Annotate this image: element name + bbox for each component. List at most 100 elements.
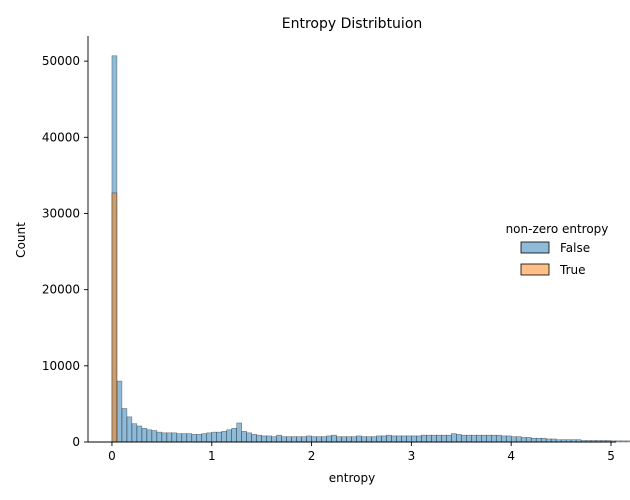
histogram-bar-false bbox=[615, 440, 622, 443]
histogram-bar-false bbox=[466, 434, 472, 443]
histogram-bar-true bbox=[111, 192, 118, 443]
histogram-bar-false bbox=[171, 432, 178, 443]
histogram-bar-false bbox=[495, 434, 502, 443]
histogram-bar-false bbox=[306, 435, 312, 443]
histogram-bar-false bbox=[231, 428, 237, 443]
histogram-bar-false bbox=[490, 434, 497, 443]
histogram-bar-false bbox=[296, 436, 302, 443]
histogram-bar-false bbox=[321, 436, 327, 443]
y-axis-label: Count bbox=[14, 222, 28, 258]
histogram-bar-false bbox=[486, 434, 492, 443]
histogram-bar-false bbox=[386, 434, 392, 443]
x-tick-label: 1 bbox=[208, 449, 216, 463]
histogram-bar-false bbox=[411, 435, 417, 443]
x-axis-label: entropy bbox=[329, 471, 375, 485]
histogram-bar-false bbox=[361, 436, 367, 443]
histogram-bar-false bbox=[211, 431, 218, 443]
histogram-bar-false bbox=[481, 434, 487, 443]
histogram-bar-false bbox=[191, 434, 198, 443]
legend-title: non-zero entropy bbox=[506, 222, 609, 236]
x-tick-label: 0 bbox=[108, 449, 116, 463]
histogram-bar-false bbox=[281, 436, 287, 443]
histogram-bar-false bbox=[456, 434, 462, 443]
histogram-bar-false bbox=[236, 422, 242, 443]
histogram-bar-false bbox=[311, 436, 317, 443]
histogram-bar-false bbox=[246, 432, 252, 443]
x-tick-label: 3 bbox=[408, 449, 416, 463]
histogram-bar-false bbox=[351, 436, 357, 443]
x-tick-label: 2 bbox=[308, 449, 316, 463]
histogram-bar-false bbox=[431, 434, 437, 443]
histogram-bar-false bbox=[116, 380, 123, 443]
histogram-bar-false bbox=[151, 430, 158, 443]
histogram-bar-false bbox=[376, 435, 382, 443]
histogram-bar-false bbox=[161, 432, 168, 443]
histogram-bar-false bbox=[326, 435, 332, 443]
histogram-bar-false bbox=[505, 435, 512, 443]
x-tick-label: 5 bbox=[607, 449, 615, 463]
histogram-bar-false bbox=[286, 436, 292, 443]
legend-label-true: True bbox=[559, 263, 586, 277]
chart-title: Entropy Distribtuion bbox=[282, 16, 423, 32]
bars-false bbox=[111, 55, 630, 443]
histogram-bar-false bbox=[316, 436, 322, 443]
histogram-bar-false bbox=[406, 435, 412, 443]
legend-swatch-true bbox=[520, 263, 550, 276]
legend-swatch-false bbox=[520, 241, 550, 254]
histogram-bar-false bbox=[381, 435, 387, 443]
histogram-bar-false bbox=[166, 432, 173, 443]
histogram-bar-false bbox=[416, 435, 422, 443]
histogram-bar-false bbox=[396, 435, 402, 443]
legend: non-zero entropy False True bbox=[506, 222, 609, 277]
histogram-bar-false bbox=[341, 436, 347, 443]
x-tick-label: 4 bbox=[507, 449, 515, 463]
histogram-bar-false bbox=[301, 436, 307, 443]
histogram-bar-false bbox=[510, 436, 517, 443]
histogram-bar-false bbox=[216, 431, 222, 443]
histogram-bar-false bbox=[421, 434, 427, 443]
x-ticks: 0 1 2 3 4 5 bbox=[108, 442, 615, 463]
histogram-bar-false bbox=[535, 437, 542, 443]
histogram-bar-false bbox=[356, 435, 362, 443]
histogram-bar-false bbox=[136, 425, 143, 443]
histogram-bar-false bbox=[500, 435, 507, 443]
y-tick-label: 10000 bbox=[42, 359, 80, 373]
y-tick-label: 20000 bbox=[42, 283, 80, 297]
histogram-bar-false bbox=[126, 416, 133, 443]
histogram-bar-false bbox=[550, 438, 557, 443]
y-ticks: 0 10000 20000 30000 40000 50000 bbox=[42, 54, 88, 449]
histogram-bar-false bbox=[291, 436, 297, 443]
histogram-bar-false bbox=[441, 434, 447, 443]
histogram-bar-false bbox=[545, 438, 552, 443]
histogram-bar-false bbox=[271, 436, 277, 443]
histogram-bar-false bbox=[426, 434, 432, 443]
y-tick-label: 0 bbox=[72, 435, 80, 449]
y-tick-label: 50000 bbox=[42, 54, 80, 68]
histogram-bar-false bbox=[336, 436, 342, 443]
histogram-bar-false bbox=[401, 435, 407, 443]
histogram-bar-false bbox=[620, 440, 627, 443]
histogram-bar-false bbox=[471, 434, 477, 443]
histogram-bar-false bbox=[476, 434, 482, 443]
histogram-bar-false bbox=[436, 434, 442, 443]
histogram-bar-false bbox=[451, 433, 457, 443]
histogram-bar-false bbox=[346, 436, 352, 443]
histogram-bar-false bbox=[266, 435, 272, 443]
histogram-bar-false bbox=[520, 437, 527, 443]
bars-true bbox=[111, 192, 118, 443]
histogram-bar-false bbox=[146, 429, 153, 443]
histogram-bar-false bbox=[525, 437, 532, 443]
histogram-bar-false bbox=[261, 435, 267, 443]
histogram-bar-false bbox=[371, 436, 377, 443]
histogram-bar-false bbox=[131, 423, 138, 443]
histogram-bar-false bbox=[181, 433, 188, 443]
histogram-bar-false bbox=[461, 434, 467, 443]
histogram-bar-false bbox=[176, 433, 183, 443]
histogram-bar-false bbox=[391, 435, 397, 443]
histogram-bar-false bbox=[331, 434, 337, 443]
histogram-bar-false bbox=[251, 434, 257, 443]
histogram-bar-false bbox=[141, 428, 148, 443]
histogram-bar-false bbox=[156, 431, 163, 443]
histogram-bar-false bbox=[206, 432, 213, 443]
